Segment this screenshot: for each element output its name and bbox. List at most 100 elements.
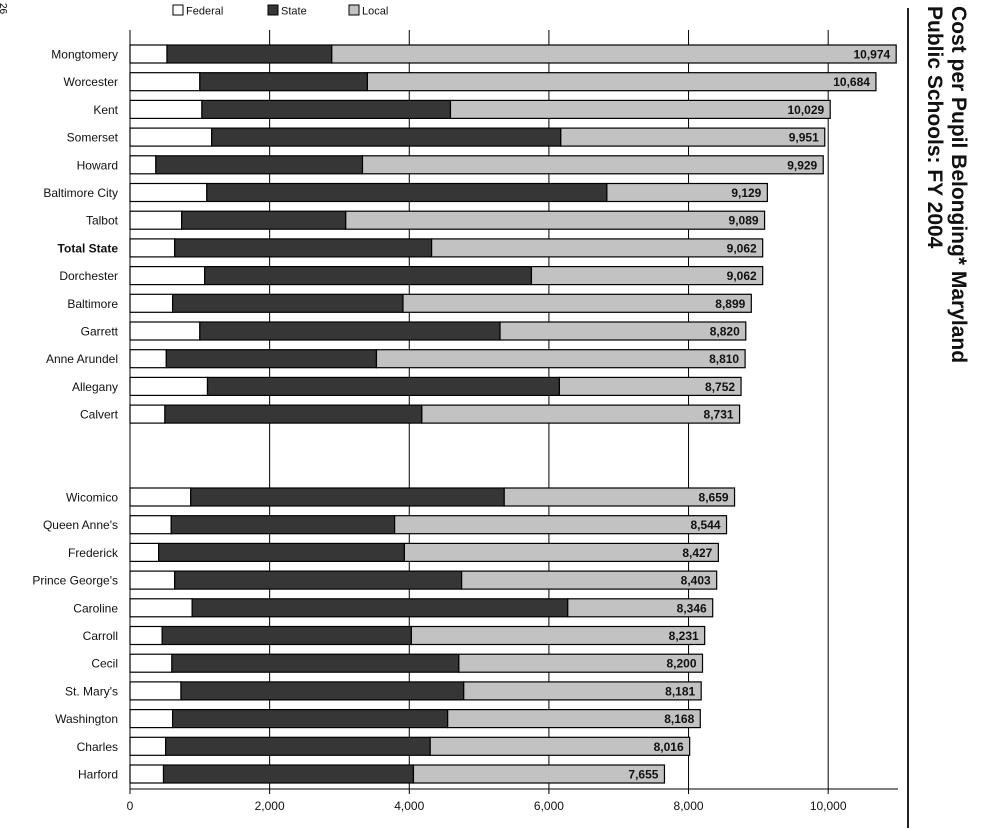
bar-segment-state [180, 681, 465, 701]
bar-segment-local [394, 515, 728, 535]
bar-row: Allegany 8,752 [72, 376, 742, 396]
bar-row: Washington 8,168 [55, 708, 701, 729]
category-label: Baltimore [67, 297, 118, 311]
total-label: 8,820 [710, 325, 740, 339]
bar-row: Garrett 8,820 [81, 321, 747, 341]
bar-row: Wicomico 8,659 [66, 487, 736, 507]
bar-segment-federal [129, 293, 174, 313]
bar-segment-local [403, 542, 719, 563]
category-label: Caroline [73, 601, 118, 615]
bar-segment-state [165, 736, 431, 756]
category-label: Carroll [83, 629, 118, 643]
legend-label-federal: Federal [186, 6, 223, 18]
bar-segment-state [161, 625, 412, 646]
category-label: Garrett [81, 325, 119, 339]
bar-row: Somerset 9,951 [67, 127, 826, 147]
bar-segment-local [412, 764, 666, 784]
total-label: 8,403 [681, 574, 711, 588]
bar-row: Talbot 9,089 [86, 210, 766, 230]
total-label: 8,659 [699, 491, 729, 505]
category-label: Mongtomery [51, 48, 118, 62]
total-label: 8,752 [705, 380, 735, 394]
bar-segment-federal [129, 708, 174, 729]
bar-segment-federal [129, 542, 160, 563]
bar-segment-federal [129, 570, 176, 590]
total-label: 10,684 [833, 75, 870, 89]
legend-swatch-state [267, 4, 279, 16]
category-label: Howard [77, 158, 118, 172]
bar-row: Mongtomery 10,974 [51, 44, 897, 64]
bar-segment-local [429, 736, 691, 756]
bar-segment-state [155, 155, 364, 175]
bar-segment-federal [129, 321, 201, 341]
legend-swatch-local [348, 4, 360, 16]
category-label: Baltimore City [43, 186, 118, 200]
bar-segment-federal [129, 155, 157, 175]
bar-segment-state [206, 182, 608, 203]
bar-segment-state [211, 127, 562, 147]
bar-segment-state [181, 210, 347, 230]
bar-segment-state [170, 515, 396, 535]
bar-segment-federal [129, 736, 167, 756]
total-label: 10,029 [788, 103, 825, 117]
bar-segment-local [461, 570, 718, 590]
bar-segment-federal [129, 376, 209, 396]
legend-label-local: Local [362, 6, 388, 18]
bar-row: Baltimore City 9,129 [43, 182, 768, 203]
bar-row: Prince George's 8,403 [32, 570, 718, 590]
bar-segment-federal [129, 127, 213, 147]
bar-segment-state [206, 376, 560, 396]
category-label: Worcester [64, 75, 118, 89]
bar-segment-local [499, 321, 747, 341]
total-label: 8,200 [666, 657, 696, 671]
bar-segment-local [345, 210, 766, 230]
total-label: 10,974 [853, 48, 890, 62]
bar-segment-local [458, 653, 704, 673]
bar-row: Cecil 8,200 [91, 653, 704, 673]
bar-row: Baltimore 8,899 [67, 293, 752, 313]
bar-segment-federal [129, 210, 183, 230]
bar-segment-local [503, 487, 736, 507]
title-line-2: Public Schools: FY 2004 [923, 6, 946, 249]
bar-segment-federal [129, 182, 208, 203]
bar-row: Frederick 8,427 [68, 542, 719, 563]
title-line-1: Cost per Pupil Belonging* Maryland [947, 6, 970, 364]
bar-segment-state [164, 404, 423, 424]
bar-segment-state [165, 349, 378, 369]
bars: Mongtomery 10,974 Worcester 10,684 Kent 10,02… [32, 44, 897, 784]
category-label: Queen Anne's [43, 518, 118, 532]
title-rule [907, 8, 909, 828]
total-label: 9,929 [787, 158, 817, 172]
bar-segment-local [447, 708, 701, 729]
bar-segment-state [174, 238, 433, 258]
bar-segment-federal [129, 681, 182, 701]
legend: Federal State Local [172, 4, 388, 18]
total-label: 8,168 [664, 712, 694, 726]
category-label: Somerset [67, 131, 119, 145]
bar-row: Howard 9,929 [77, 155, 824, 175]
category-label: Talbot [86, 214, 119, 228]
total-label: 9,062 [727, 241, 757, 255]
bar-row: St. Mary's 8,181 [65, 681, 702, 701]
bar-segment-state [199, 72, 368, 92]
bar-row: Caroline 8,346 [73, 598, 714, 618]
bar-segment-federal [129, 44, 168, 64]
total-label: 7,655 [628, 768, 658, 782]
total-label: 8,231 [669, 629, 699, 643]
bar-segment-local [410, 625, 706, 646]
bar-segment-local [366, 72, 877, 92]
x-tick-label: 2,000 [255, 799, 285, 813]
category-label: Kent [93, 103, 118, 117]
total-label: 8,544 [690, 518, 720, 532]
bar-row: Queen Anne's 8,544 [43, 515, 728, 535]
bar-segment-local [402, 293, 752, 313]
bar-segment-state [166, 44, 333, 64]
x-tick-label: 6,000 [534, 799, 564, 813]
chart-title: Cost per Pupil Belonging* Maryland Publi… [922, 6, 981, 486]
category-label: Dorchester [59, 269, 118, 283]
bar-segment-local [331, 44, 897, 64]
legend-label-state: State [281, 6, 307, 18]
x-tick-label: 4,000 [394, 799, 424, 813]
bar-segment-local [560, 127, 826, 147]
